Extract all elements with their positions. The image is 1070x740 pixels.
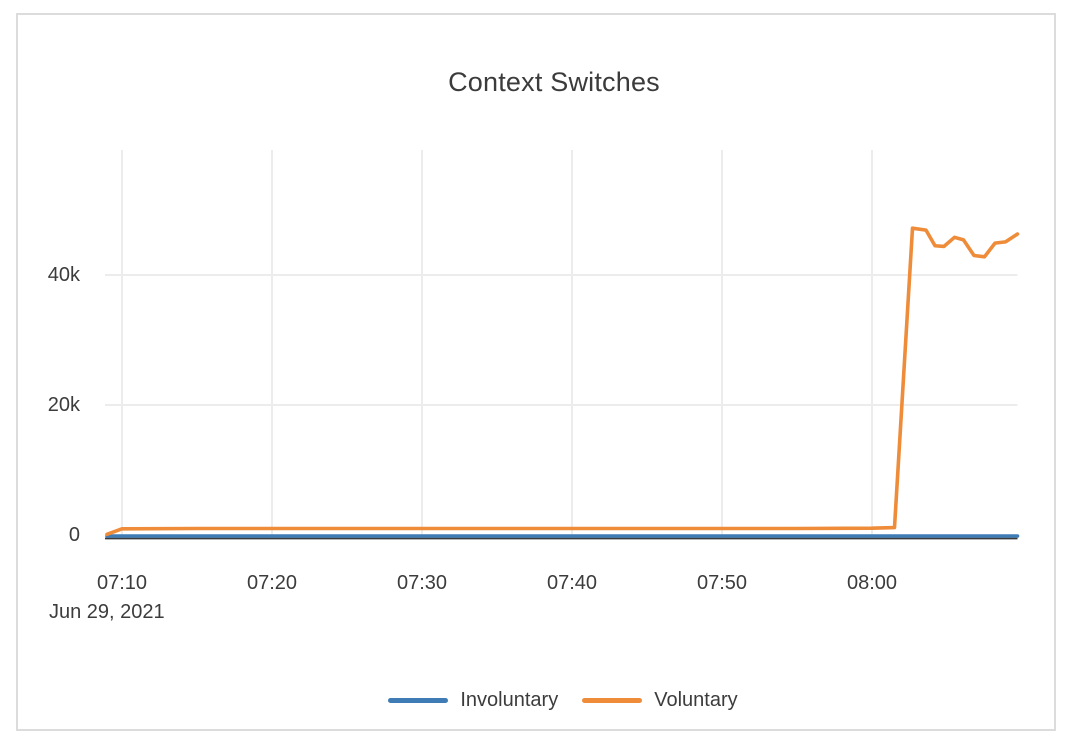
legend-item-involuntary[interactable]: Involuntary: [388, 689, 558, 712]
chart-title: Context Switches: [448, 67, 660, 97]
x-tick-label: 07:40: [546, 572, 598, 594]
involuntary-line-swatch-icon: [388, 698, 449, 703]
chart-card: Context Switches: [16, 13, 1056, 731]
legend-label-involuntary: Involuntary: [460, 689, 559, 711]
x-tick-label: 07:30: [396, 572, 448, 594]
x-tick-label: 07:50: [696, 572, 748, 594]
legend: Involuntary Voluntary: [108, 689, 1018, 712]
voluntary-series-line: [105, 226, 1020, 537]
legend-item-voluntary[interactable]: Voluntary: [582, 689, 738, 712]
y-tick-label: 40k: [47, 264, 80, 286]
x-tick-label: 07:20: [246, 572, 298, 594]
x-tick-label: 07:10: [96, 572, 148, 594]
x-tick-label: 08:00: [846, 572, 898, 594]
legend-label-voluntary: Voluntary: [654, 689, 738, 711]
voluntary-line-swatch-icon: [582, 698, 643, 703]
y-tick-label: 20k: [47, 394, 80, 416]
x-axis-date-label: Jun 29, 2021: [49, 601, 165, 623]
y-tick-label: 0: [68, 524, 80, 546]
